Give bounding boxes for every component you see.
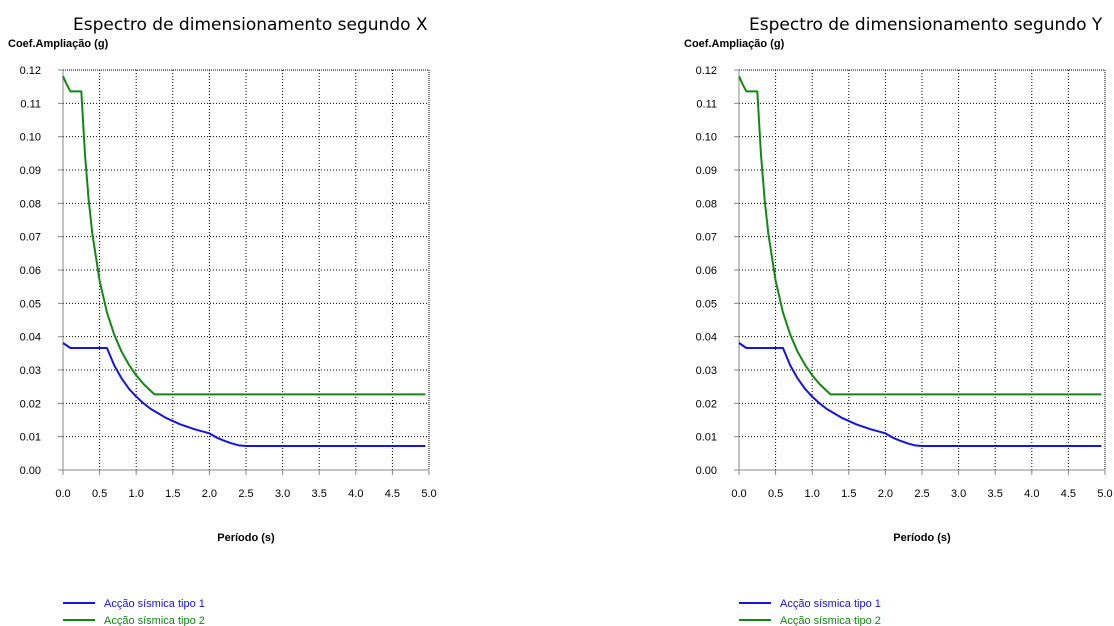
y-tick-label: 0.07 bbox=[20, 232, 41, 244]
y-tick-label: 0.05 bbox=[696, 298, 717, 310]
x-tick-label: 1.5 bbox=[841, 488, 856, 500]
y-tick-label: 0.01 bbox=[20, 432, 41, 444]
x-tick-label: 0.0 bbox=[731, 488, 746, 500]
x-tick-label: 0.5 bbox=[768, 488, 783, 500]
x-tick-label: 0.5 bbox=[92, 488, 107, 500]
spectrum-chart-y: Espectro de dimensionamento segundo Y Coe… bbox=[684, 15, 1113, 626]
y-tick-label: 0.10 bbox=[696, 132, 717, 144]
x-tick-label: 3.5 bbox=[312, 488, 327, 500]
y-tick-label: 0.08 bbox=[20, 198, 41, 210]
x-tick-label: 1.0 bbox=[805, 488, 820, 500]
series-line-tipo-2 bbox=[62, 75, 426, 396]
y-tick-label: 0.02 bbox=[20, 398, 41, 410]
legend-label-tipo-2: Acção sísmica tipo 2 bbox=[104, 615, 205, 626]
series-line-tipo-1 bbox=[62, 342, 426, 447]
chart-panel-y: Espectro de dimensionamento segundo Y Coe… bbox=[676, 0, 1114, 626]
x-tick-label: 1.5 bbox=[165, 488, 180, 500]
y-tick-label: 0.09 bbox=[696, 165, 717, 177]
y-tick-label: 0.09 bbox=[20, 165, 41, 177]
x-tick-label: 2.5 bbox=[238, 488, 253, 500]
y-tick-label: 0.03 bbox=[20, 365, 41, 377]
y-tick-label: 0.07 bbox=[696, 232, 717, 244]
x-tick-label: 1.0 bbox=[129, 488, 144, 500]
x-tick-label: 2.5 bbox=[914, 488, 929, 500]
x-tick-label: 4.5 bbox=[385, 488, 400, 500]
y-tick-label: 0.01 bbox=[696, 432, 717, 444]
y-tick-label: 0.04 bbox=[696, 332, 717, 344]
x-tick-label: 2.0 bbox=[202, 488, 217, 500]
x-tick-label: 4.0 bbox=[1024, 488, 1039, 500]
y-tick-label: 0.04 bbox=[20, 332, 41, 344]
series-line-tipo-2 bbox=[738, 75, 1102, 396]
y-tick-label: 0.06 bbox=[696, 265, 717, 277]
y-axis-label: Coef.Ampliação (g) bbox=[8, 38, 109, 50]
x-tick-label: 4.5 bbox=[1061, 488, 1076, 500]
chart-title: Espectro de dimensionamento segundo X bbox=[73, 15, 428, 35]
legend-label-tipo-2: Acção sísmica tipo 2 bbox=[780, 615, 881, 626]
x-tick-label: 2.0 bbox=[878, 488, 893, 500]
legend-label-tipo-1: Acção sísmica tipo 1 bbox=[780, 598, 881, 610]
y-tick-label: 0.02 bbox=[696, 398, 717, 410]
x-tick-label: 3.0 bbox=[275, 488, 290, 500]
x-tick-label: 5.0 bbox=[1097, 488, 1112, 500]
y-tick-label: 0.08 bbox=[696, 198, 717, 210]
legend-label-tipo-1: Acção sísmica tipo 1 bbox=[104, 598, 205, 610]
y-tick-label: 0.11 bbox=[696, 98, 717, 110]
y-tick-label: 0.10 bbox=[20, 132, 41, 144]
y-tick-label: 0.12 bbox=[20, 65, 41, 77]
chart-panel-x: Espectro de dimensionamento segundo X Coe… bbox=[8, 15, 437, 626]
spectrum-chart-x: Espectro de dimensionamento segundo X Coe… bbox=[8, 15, 437, 626]
y-tick-label: 0.11 bbox=[20, 98, 41, 110]
x-tick-label: 3.0 bbox=[951, 488, 966, 500]
x-tick-label: 3.5 bbox=[988, 488, 1003, 500]
y-tick-label: 0.00 bbox=[20, 465, 41, 477]
y-tick-label: 0.06 bbox=[20, 265, 41, 277]
x-axis-label: Período (s) bbox=[893, 532, 951, 544]
y-tick-label: 0.05 bbox=[20, 298, 41, 310]
x-tick-label: 4.0 bbox=[348, 488, 363, 500]
series-line-tipo-1 bbox=[738, 342, 1102, 447]
y-tick-label: 0.03 bbox=[696, 365, 717, 377]
y-tick-label: 0.12 bbox=[696, 65, 717, 77]
y-axis-label: Coef.Ampliação (g) bbox=[684, 38, 785, 50]
x-axis-label: Período (s) bbox=[217, 532, 275, 544]
y-tick-label: 0.00 bbox=[696, 465, 717, 477]
x-tick-label: 0.0 bbox=[55, 488, 70, 500]
x-tick-label: 5.0 bbox=[421, 488, 436, 500]
chart-title: Espectro de dimensionamento segundo Y bbox=[749, 15, 1103, 35]
